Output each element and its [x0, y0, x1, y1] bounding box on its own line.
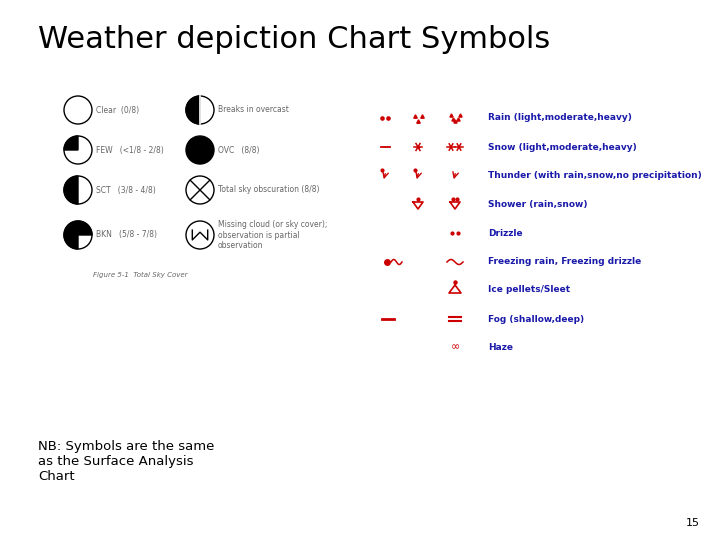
Text: Drizzle: Drizzle — [488, 228, 523, 238]
Text: Freezing rain, Freezing drizzle: Freezing rain, Freezing drizzle — [488, 258, 642, 267]
Text: ∞: ∞ — [451, 342, 459, 352]
Text: Weather depiction Chart Symbols: Weather depiction Chart Symbols — [38, 25, 550, 54]
Text: Thunder (with rain,snow,no precipitation): Thunder (with rain,snow,no precipitation… — [488, 172, 702, 180]
Polygon shape — [64, 221, 92, 249]
Text: OVC   (8/8): OVC (8/8) — [218, 145, 259, 154]
Text: FEW   (<1/8 - 2/8): FEW (<1/8 - 2/8) — [96, 145, 163, 154]
Text: Snow (light,moderate,heavy): Snow (light,moderate,heavy) — [488, 143, 636, 152]
Text: Figure 5-1  Total Sky Cover: Figure 5-1 Total Sky Cover — [93, 272, 187, 278]
Text: Shower (rain,snow): Shower (rain,snow) — [488, 200, 588, 210]
Text: Ice pellets/Sleet: Ice pellets/Sleet — [488, 286, 570, 294]
Ellipse shape — [186, 136, 214, 164]
Text: Rain (light,moderate,heavy): Rain (light,moderate,heavy) — [488, 113, 632, 123]
Text: Haze: Haze — [488, 342, 513, 352]
Polygon shape — [186, 96, 200, 124]
Text: Fog (shallow,deep): Fog (shallow,deep) — [488, 314, 584, 323]
Text: Clear  (0/8): Clear (0/8) — [96, 105, 139, 114]
Text: 15: 15 — [686, 518, 700, 528]
Text: SCT   (3/8 - 4/8): SCT (3/8 - 4/8) — [96, 186, 156, 194]
Polygon shape — [64, 176, 78, 204]
Text: Breaks in overcast: Breaks in overcast — [218, 105, 289, 114]
Polygon shape — [64, 136, 78, 150]
Text: BKN   (5/8 - 7/8): BKN (5/8 - 7/8) — [96, 231, 157, 240]
Text: NB: Symbols are the same
as the Surface Analysis
Chart: NB: Symbols are the same as the Surface … — [38, 440, 215, 483]
Text: Total sky obscuration (8/8): Total sky obscuration (8/8) — [218, 186, 320, 194]
Text: Missing cloud (or sky cover);
observation is partial
observation: Missing cloud (or sky cover); observatio… — [218, 220, 328, 250]
